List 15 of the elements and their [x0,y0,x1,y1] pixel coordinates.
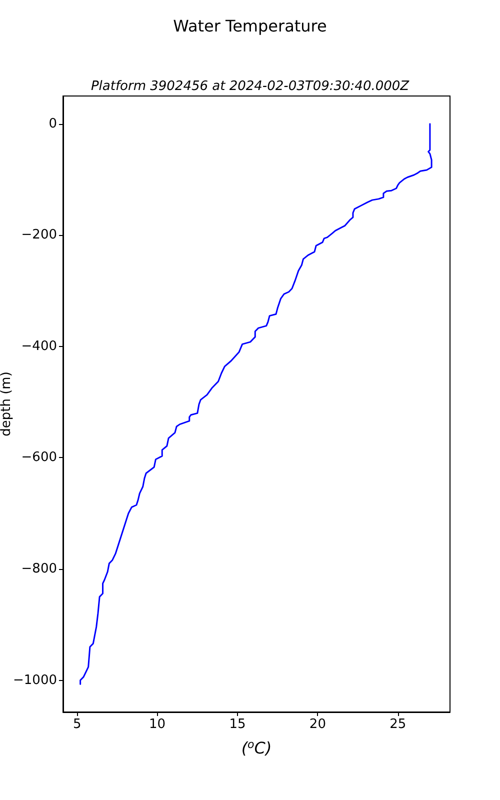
y-tick-label: 0 [48,116,57,132]
x-tick-label: 10 [149,717,166,732]
x-tick-label: 15 [229,717,246,732]
y-tick-label: −200 [21,228,57,243]
x-tick-label: 20 [309,717,326,732]
y-tick-label: −400 [21,338,57,354]
y-tick-label: −800 [21,561,57,576]
y-axis-title: depth (m) [0,372,14,436]
x-tick-label: 25 [390,717,406,732]
x-tick-label: 5 [72,717,82,732]
y-tick-label: −600 [21,450,57,466]
y-tick-label: −1000 [13,672,57,688]
line-series [80,123,432,685]
chart-title: Water Temperature [173,16,327,36]
chart-subtitle: Platform 3902456 at 2024-02-03T09:30:40.000Z [90,79,410,94]
